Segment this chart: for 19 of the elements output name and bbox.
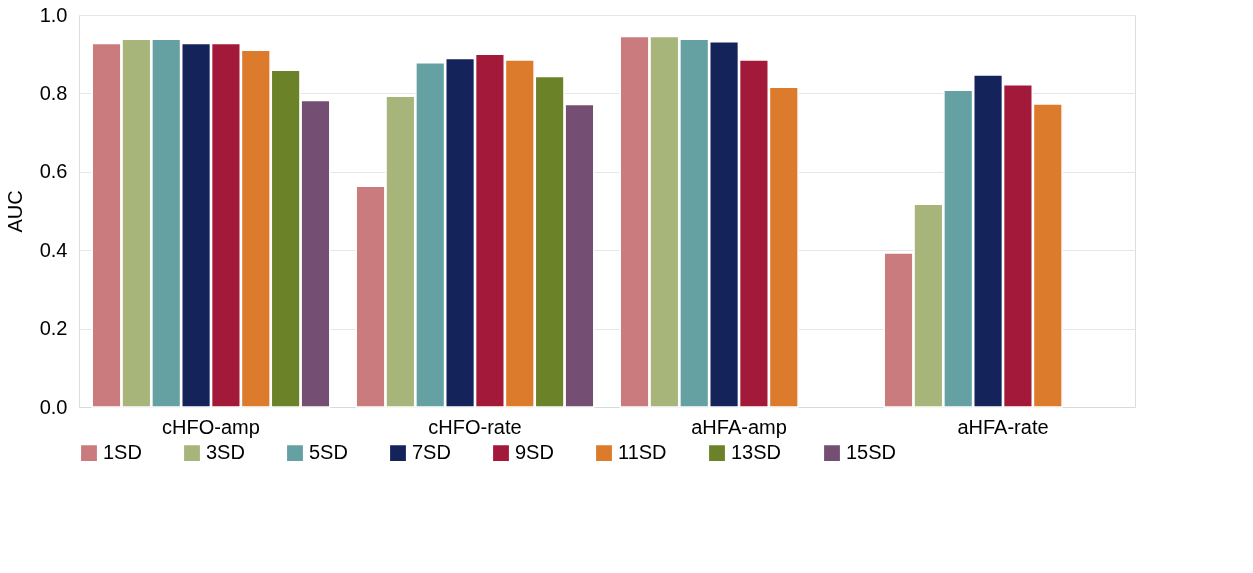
y-tick-label: 0.0 [39,395,68,418]
y-tick-label: 1.0 [39,3,68,26]
y-axis-title: AUC [3,190,26,233]
x-tick-label: cHFO-amp [162,415,260,438]
x-tick-label: aHFA-amp [691,415,787,438]
x-tick-label: aHFA-rate [957,415,1049,438]
legend-label: 7SD [412,441,451,464]
y-tick-label: 0.2 [39,317,68,340]
legend-label: 1SD [103,441,142,464]
y-tick-label: 0.4 [39,238,68,261]
legend-label: 9SD [515,441,554,464]
legend-label: 11SD [618,441,667,464]
x-tick-label: cHFO-rate [428,415,522,438]
y-tick-label: 0.6 [39,160,68,183]
legend-label: 3SD [206,441,245,464]
legend-label: 15SD [846,441,897,464]
legend-label: 13SD [731,441,782,464]
y-tick-label: 0.8 [39,81,68,104]
legend-label: 5SD [309,441,348,464]
